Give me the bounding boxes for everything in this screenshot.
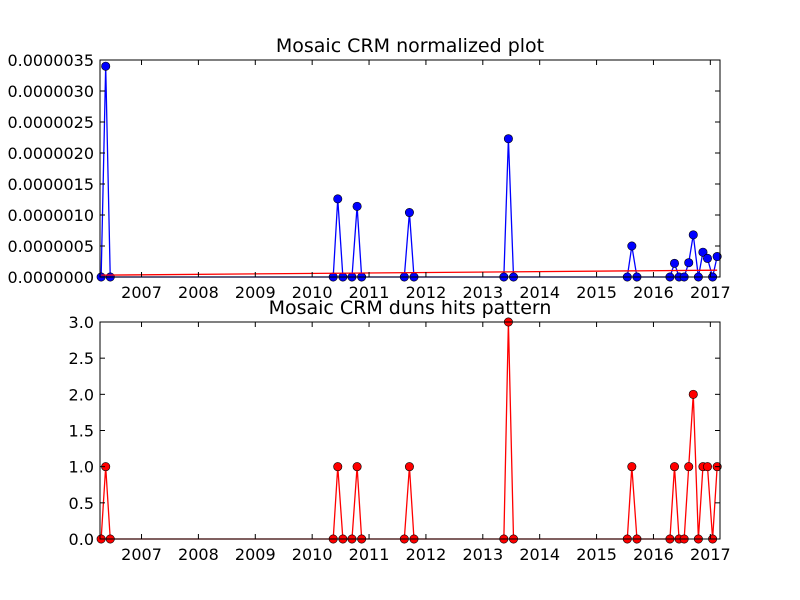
bottom-data-point [684, 462, 694, 472]
bottom-x-tick-label: 2007 [121, 545, 162, 564]
bottom-y-tick-label: 2.0 [69, 385, 94, 404]
bottom-data-point [702, 462, 712, 472]
top-y-tick-label: 0.0000035 [7, 51, 94, 70]
bottom-x-tick-label: 2014 [519, 545, 560, 564]
bottom-y-tick-label: 2.5 [69, 349, 94, 368]
top-data-point [101, 61, 111, 71]
bottom-x-tick-label: 2016 [633, 545, 674, 564]
top-x-tick-label: 2015 [576, 283, 617, 302]
top-x-tick-label: 2014 [519, 283, 560, 302]
top-series-1-line [101, 269, 718, 276]
bottom-x-tick-label: 2012 [406, 545, 447, 564]
bottom-y-tick-label: 0.5 [69, 494, 94, 513]
bottom-series-0-line [100, 321, 718, 540]
top-data-point [688, 230, 698, 240]
top-series-0-line [100, 66, 718, 278]
top-data-point [352, 201, 362, 211]
top-data-point [684, 258, 694, 268]
bottom-plot-frame [99, 321, 721, 540]
bottom-y-tick-label: 1.5 [69, 422, 94, 441]
top-data-point [333, 194, 343, 204]
bottom-y-tick-label: 3.0 [69, 313, 94, 332]
top-x-tick-label: 2016 [633, 283, 674, 302]
bottom-chart-title: Mosaic CRM duns hits pattern [269, 297, 552, 319]
top-plot-frame [99, 59, 721, 278]
top-y-tick-label: 0.0000020 [7, 144, 94, 163]
top-x-tick-label: 2009 [235, 283, 276, 302]
bottom-data-point [333, 462, 343, 472]
top-data-point [698, 247, 708, 257]
top-data-point [712, 252, 722, 262]
bottom-x-tick-label: 2008 [178, 545, 219, 564]
top-x-tick-label: 2012 [406, 283, 447, 302]
top-y-tick-label: 0.0000010 [7, 206, 94, 225]
top-data-point [627, 241, 637, 251]
bottom-data-point [688, 389, 698, 399]
top-y-tick-label: 0.0000000 [7, 268, 94, 287]
top-chart-title: Mosaic CRM normalized plot [276, 35, 544, 57]
top-y-tick-label: 0.0000030 [7, 82, 94, 101]
bottom-data-point [627, 462, 637, 472]
bottom-x-tick-label: 2013 [462, 545, 503, 564]
bottom-data-point [404, 462, 414, 472]
top-data-point [669, 258, 679, 268]
bottom-y-tick-label: 1.0 [69, 458, 94, 477]
top-x-tick-label: 2011 [349, 283, 390, 302]
top-x-tick-label: 2008 [178, 283, 219, 302]
bottom-x-tick-label: 2011 [349, 545, 390, 564]
top-y-tick-label: 0.0000005 [7, 237, 94, 256]
bottom-x-tick-label: 2010 [292, 545, 333, 564]
top-x-tick-label: 2017 [690, 283, 731, 302]
top-data-point [503, 134, 513, 144]
bottom-data-point [352, 462, 362, 472]
bottom-x-tick-label: 2015 [576, 545, 617, 564]
top-x-tick-label: 2010 [292, 283, 333, 302]
bottom-x-tick-label: 2009 [235, 545, 276, 564]
top-data-point [404, 208, 414, 218]
bottom-data-point [669, 462, 679, 472]
bottom-x-tick-label: 2017 [690, 545, 731, 564]
top-y-tick-label: 0.0000025 [7, 113, 94, 132]
top-y-tick-label: 0.0000015 [7, 175, 94, 194]
top-data-point [702, 253, 712, 263]
top-x-tick-label: 2007 [121, 283, 162, 302]
bottom-y-tick-label: 0.0 [69, 530, 94, 549]
top-x-tick-label: 2013 [462, 283, 503, 302]
